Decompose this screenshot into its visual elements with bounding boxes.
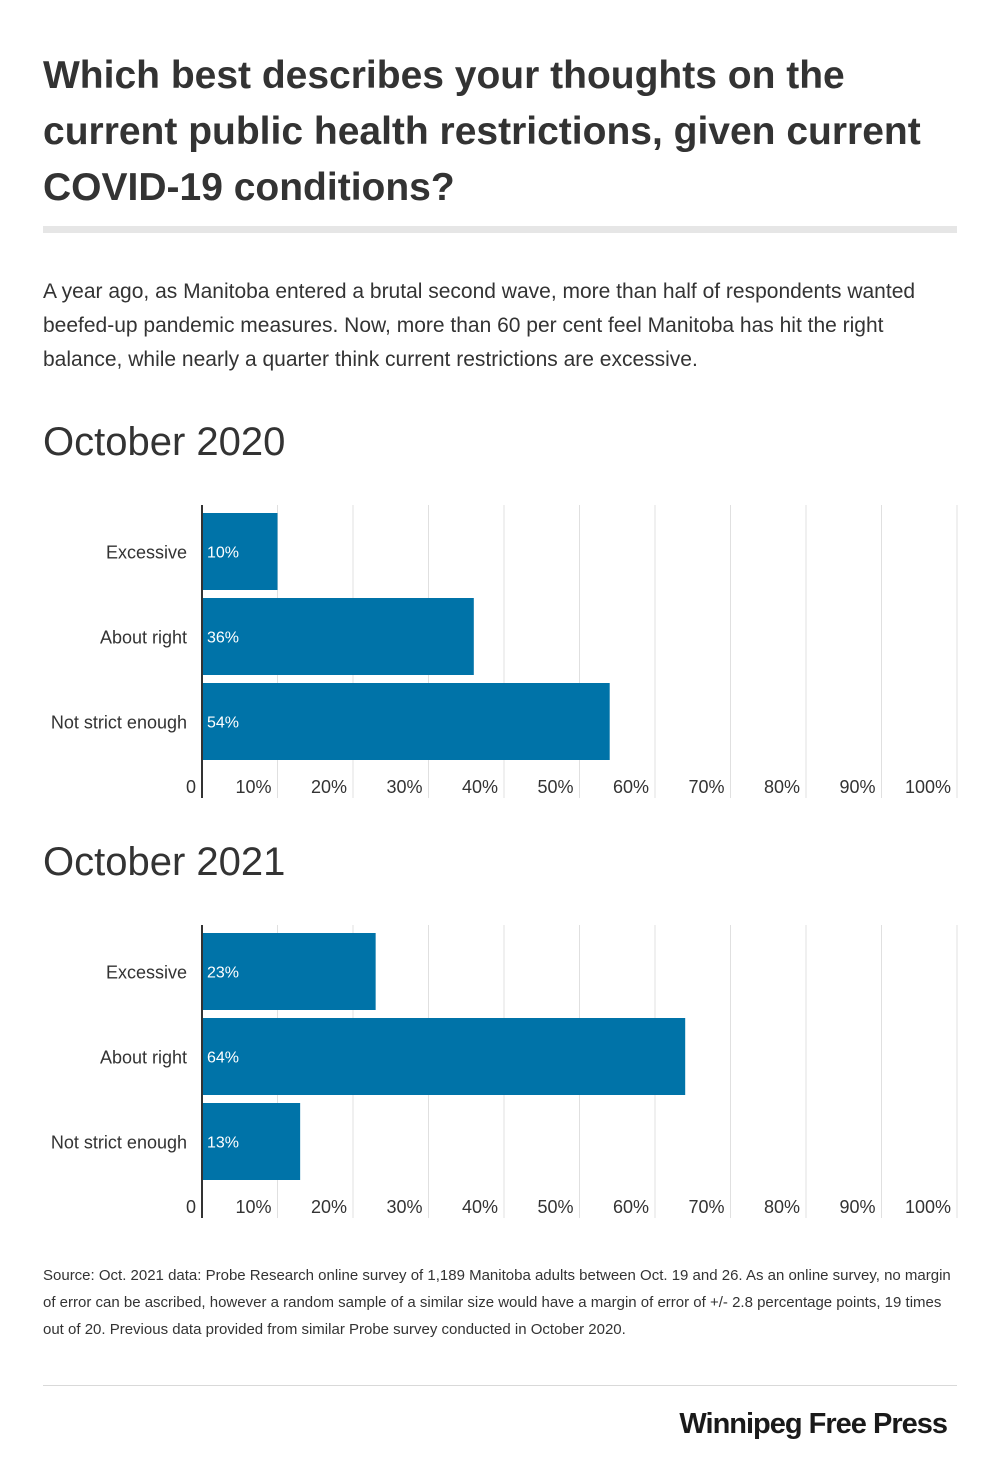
tick-label: 20% <box>311 777 347 797</box>
bar-value-label: 36% <box>207 630 239 647</box>
page-title: Which best describes your thoughts on th… <box>43 54 921 209</box>
bar <box>202 1103 301 1180</box>
bar <box>202 598 474 675</box>
brand-logo: Winnipeg Free Press <box>679 1408 948 1440</box>
tick-label: 50% <box>537 777 573 797</box>
tick-label: 0 <box>186 1197 196 1217</box>
bar-value-label: 10% <box>207 545 239 562</box>
tick-label: 50% <box>537 1197 573 1217</box>
intro-text: A year ago, as Manitoba entered a brutal… <box>43 280 916 371</box>
tick-label: 80% <box>764 1197 800 1217</box>
bar <box>202 1018 686 1095</box>
category-label: About right <box>100 1048 187 1068</box>
bar-value-label: 13% <box>207 1135 239 1152</box>
bar-value-label: 54% <box>207 715 239 732</box>
category-label: Excessive <box>106 543 187 563</box>
tick-label: 30% <box>386 777 422 797</box>
source-note: Source: Oct. 2021 data: Probe Research o… <box>43 1267 951 1338</box>
category-label: Not strict enough <box>51 713 187 733</box>
tick-label: 70% <box>688 1197 724 1217</box>
tick-label: 20% <box>311 1197 347 1217</box>
tick-label: 60% <box>613 1197 649 1217</box>
tick-label: 100% <box>905 1197 951 1217</box>
tick-label: 80% <box>764 777 800 797</box>
category-label: Not strict enough <box>51 1133 187 1153</box>
chart-2-title: October 2021 <box>43 840 286 884</box>
category-label: About right <box>100 628 187 648</box>
tick-label: 40% <box>462 777 498 797</box>
chart-october-2020: 10% Excessive 36% About right 54% Not strict … <box>51 505 958 798</box>
category-label: Excessive <box>106 963 187 983</box>
footer-divider <box>43 1385 957 1386</box>
tick-label: 100% <box>905 777 951 797</box>
tick-label: 30% <box>386 1197 422 1217</box>
tick-label: 90% <box>839 1197 875 1217</box>
bar <box>202 513 278 590</box>
bar-value-label: 64% <box>207 1050 239 1067</box>
tick-label: 0 <box>186 777 196 797</box>
tick-label: 70% <box>688 777 724 797</box>
chart-1-title: October 2020 <box>43 420 286 464</box>
chart-october-2021: 23% Excessive 64% About right 13% Not strict … <box>51 925 958 1218</box>
bar <box>202 683 610 760</box>
title-divider <box>43 226 957 233</box>
bar <box>202 933 376 1010</box>
tick-label: 60% <box>613 777 649 797</box>
bar-value-label: 23% <box>207 965 239 982</box>
tick-label: 90% <box>839 777 875 797</box>
tick-label: 10% <box>235 1197 271 1217</box>
tick-label: 40% <box>462 1197 498 1217</box>
tick-label: 10% <box>235 777 271 797</box>
